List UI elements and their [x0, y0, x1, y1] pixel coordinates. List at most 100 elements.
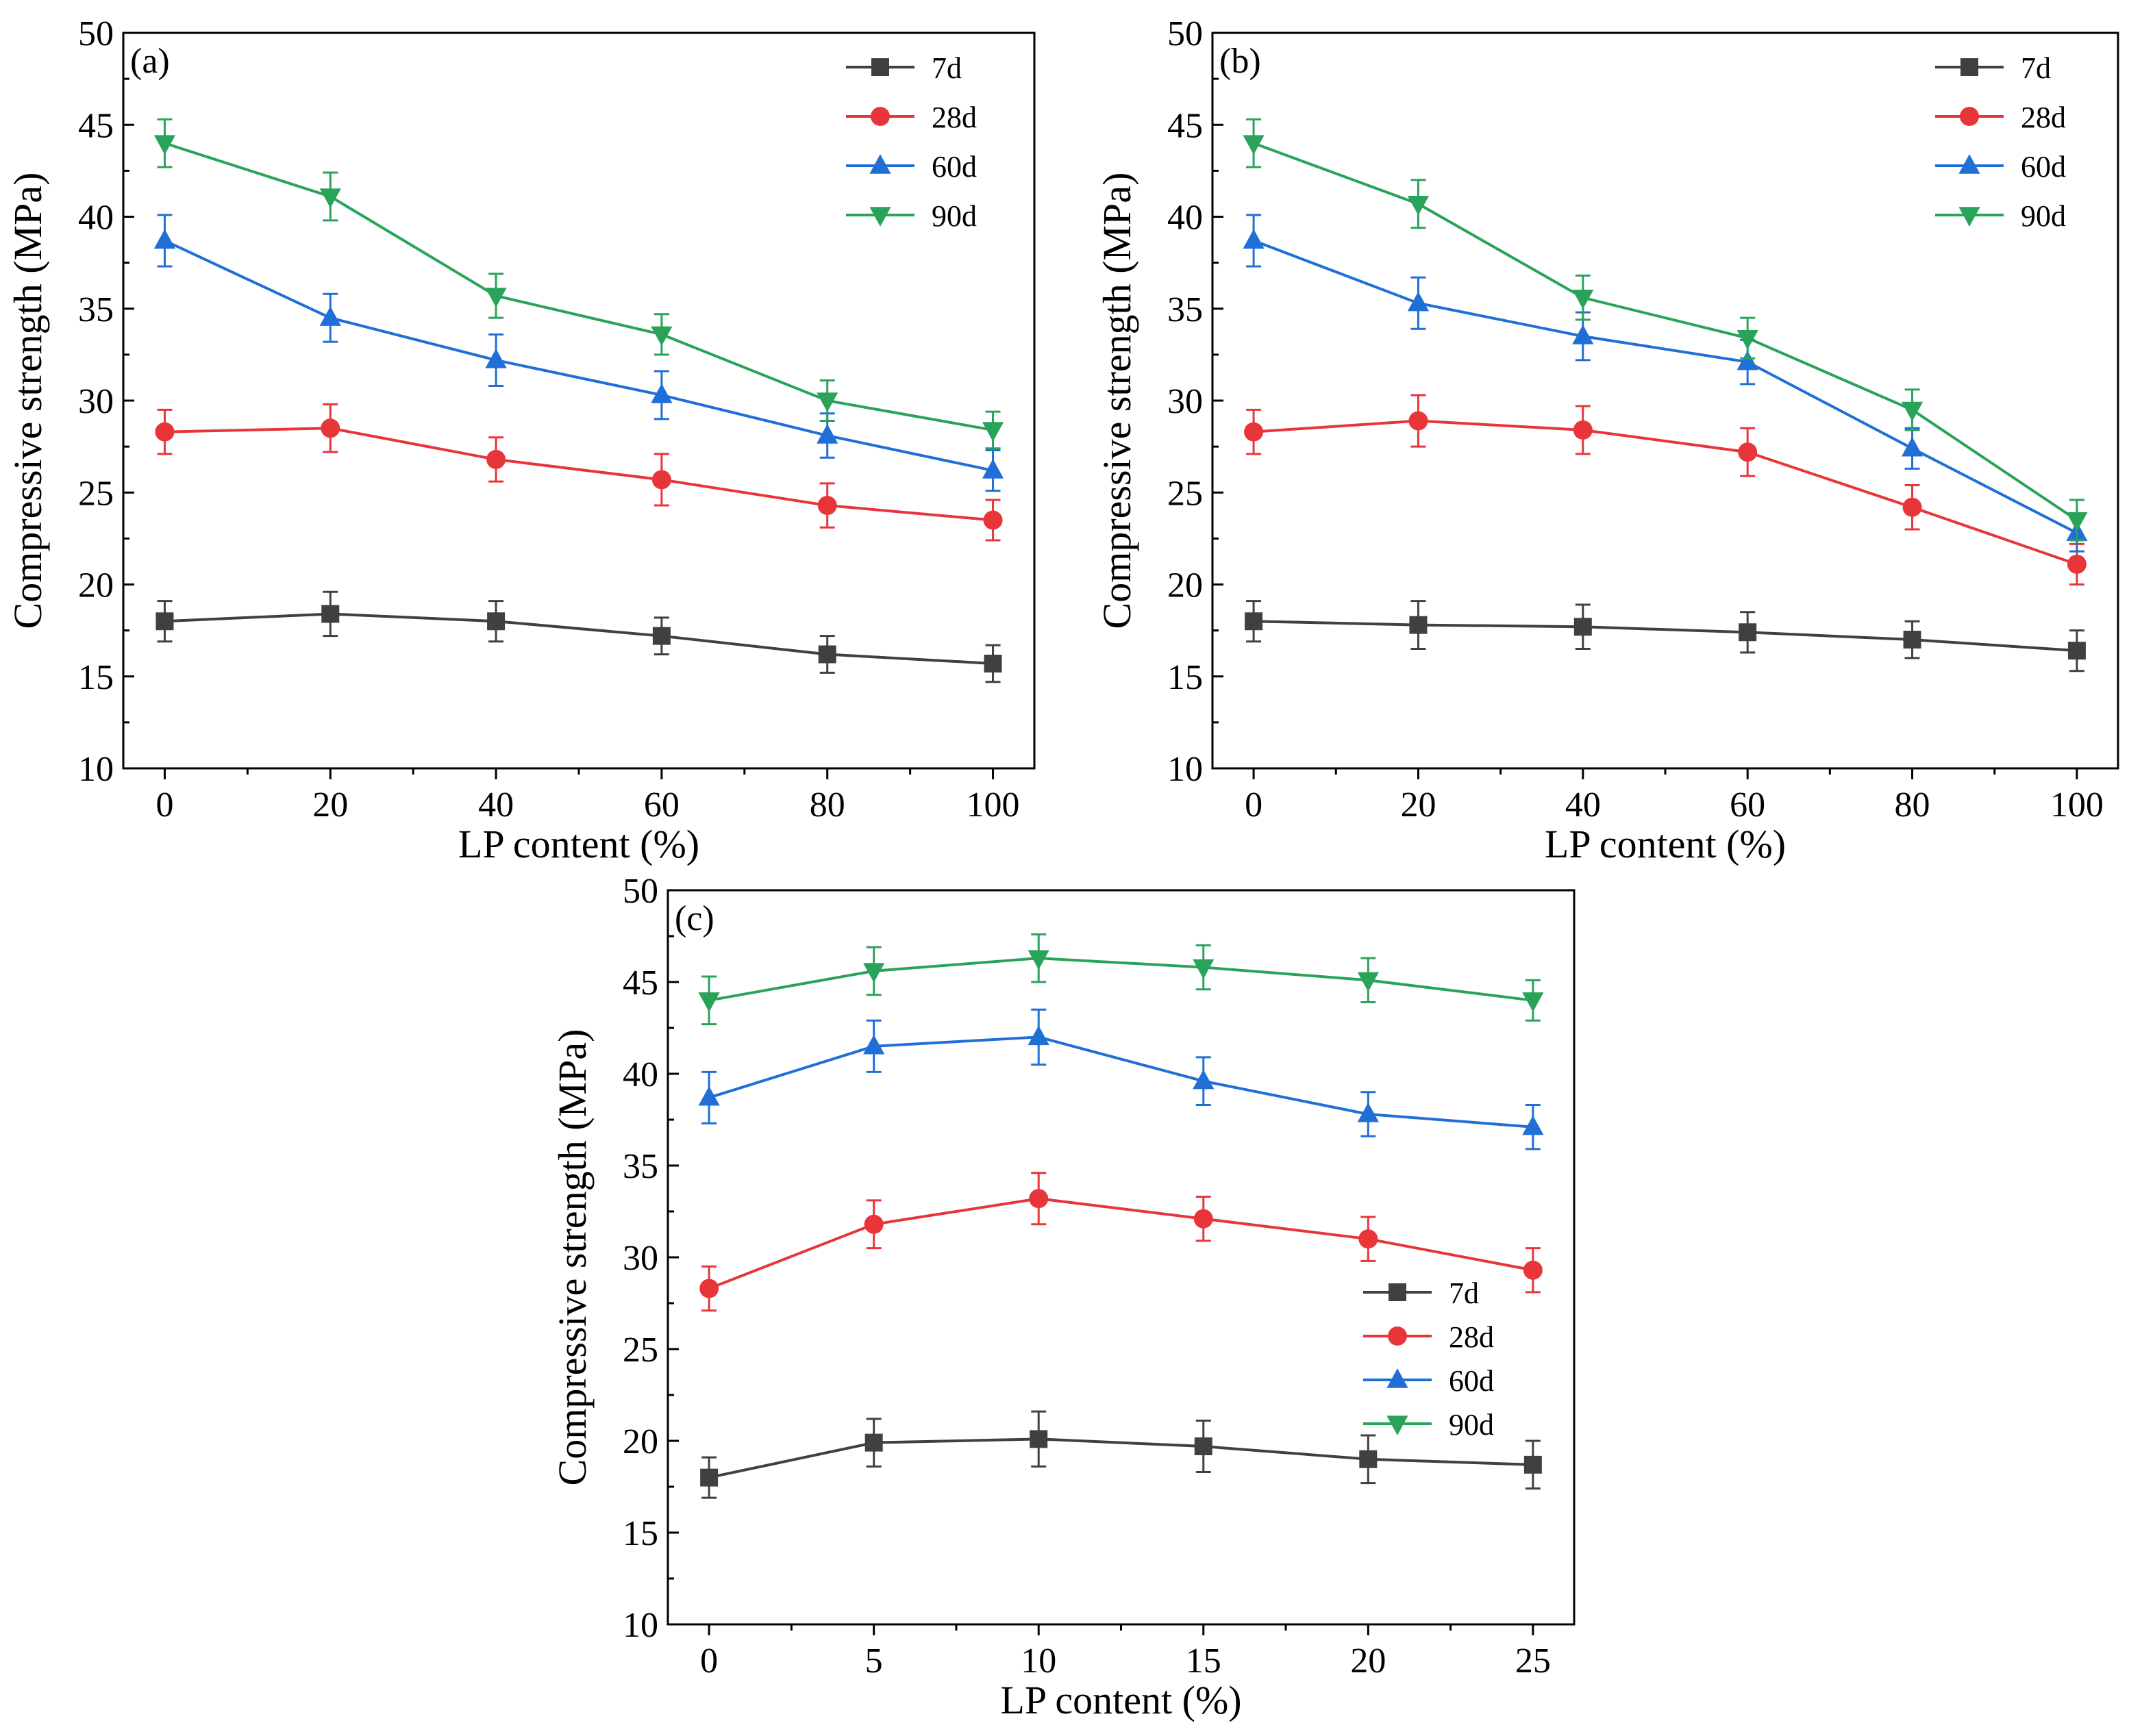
- legend-label-90d: 90d: [2021, 199, 2066, 233]
- data-point-90d: [698, 992, 720, 1012]
- legend-marker-28d: [1960, 107, 1979, 126]
- data-point-60d: [1407, 291, 1430, 312]
- legend-label-7d: 7d: [1449, 1276, 1479, 1310]
- chart-panel-b: 10 15 20 25 30 35 40 45 50 0 20 40 60 80 100 LP content…: [1095, 14, 2119, 866]
- x-tick-label: 80: [1895, 785, 1930, 825]
- data-point-90d: [153, 135, 176, 155]
- legend-label-90d: 90d: [1449, 1408, 1494, 1442]
- data-point-90d: [485, 288, 507, 307]
- x-tick-label: 0: [1245, 785, 1262, 825]
- data-point-60d: [863, 1034, 885, 1055]
- legend-marker-60d: [1958, 154, 1980, 174]
- series-90d: [698, 933, 1544, 1026]
- data-point-60d: [698, 1085, 720, 1106]
- plot-frame: [667, 889, 1576, 1626]
- legend-label-28d: 28d: [2021, 101, 2066, 134]
- data-point-90d: [1736, 330, 1758, 350]
- y-tick-label: 15: [78, 658, 114, 697]
- legend: 7d 28d 60d 90d: [1935, 51, 2066, 233]
- data-point-90d: [1901, 401, 1923, 422]
- data-point-7d: [155, 612, 174, 631]
- x-tick-label: 10: [1021, 1641, 1056, 1681]
- data-point-90d: [1193, 959, 1215, 979]
- y-tick-label: 25: [78, 474, 114, 513]
- data-point-28d: [486, 449, 506, 469]
- data-point-60d: [153, 229, 176, 249]
- x-tick-label: 20: [1400, 785, 1436, 825]
- legend-label-7d: 7d: [2021, 51, 2051, 85]
- y-tick-label: 20: [78, 566, 114, 605]
- x-tick-label: 100: [2050, 785, 2104, 825]
- series-60d: [153, 214, 1004, 492]
- data-point-90d: [1572, 289, 1594, 310]
- data-point-60d: [1572, 325, 1594, 344]
- chart-panel-a: 10 15 20 25 30 35 40 45 50 0 20 40 60 80 100 LP content…: [5, 14, 1036, 866]
- y-tick-label: 35: [1167, 290, 1203, 329]
- data-point-90d: [319, 188, 341, 208]
- data-point-28d: [1523, 1260, 1543, 1280]
- y-tick-label: 10: [623, 1606, 658, 1645]
- panel-label: (a): [130, 42, 170, 81]
- x-tick-label: 40: [1565, 785, 1601, 825]
- data-point-90d: [1243, 135, 1265, 155]
- data-point-90d: [1028, 950, 1049, 970]
- x-tick-label: 40: [478, 785, 514, 825]
- series-line-60d: [708, 1035, 1534, 1129]
- data-point-60d: [1522, 1115, 1544, 1135]
- data-point-7d: [984, 654, 1002, 672]
- legend-marker-7d: [871, 58, 889, 76]
- data-point-28d: [155, 422, 175, 442]
- legend-label-60d: 60d: [2021, 150, 2066, 184]
- series-60d: [1243, 214, 2088, 553]
- series-line-90d: [708, 957, 1534, 1002]
- data-point-7d: [1523, 1455, 1542, 1474]
- data-point-28d: [2067, 554, 2087, 574]
- y-axis-title: Compressive strength (MPa): [5, 173, 50, 629]
- x-axis-title: LP content (%): [1000, 1678, 1241, 1722]
- data-point-28d: [983, 510, 1003, 530]
- series-line-7d: [708, 1437, 1533, 1479]
- x-tick-label: 60: [1730, 785, 1765, 825]
- data-point-60d: [651, 383, 673, 403]
- data-point-7d: [487, 612, 506, 631]
- legend-marker-28d: [871, 107, 890, 126]
- series-line-28d: [708, 1197, 1534, 1290]
- y-tick-label: 50: [1167, 14, 1203, 53]
- y-tick-label: 50: [78, 14, 114, 53]
- data-point-7d: [1359, 1450, 1378, 1468]
- y-tick-label: 30: [623, 1239, 658, 1278]
- panel-label: (b): [1219, 42, 1261, 81]
- series-28d: [1244, 394, 2087, 586]
- data-point-60d: [1357, 1103, 1379, 1122]
- legend-label-60d: 60d: [1449, 1364, 1494, 1398]
- legend-label-28d: 28d: [932, 101, 977, 134]
- data-point-90d: [817, 392, 838, 412]
- data-point-90d: [651, 326, 673, 347]
- series-line-7d: [164, 612, 993, 665]
- series-28d: [155, 403, 1003, 542]
- x-tick-label: 60: [644, 785, 680, 825]
- data-point-7d: [2067, 642, 2086, 660]
- x-tick-label: 0: [700, 1641, 718, 1681]
- data-point-7d: [864, 1433, 883, 1452]
- data-point-7d: [1409, 616, 1428, 634]
- data-point-60d: [485, 349, 507, 368]
- x-tick-label: 15: [1186, 1641, 1221, 1681]
- data-point-60d: [1736, 350, 1758, 370]
- series-line-28d: [164, 427, 993, 522]
- data-point-60d: [319, 306, 341, 326]
- series-line-28d: [1253, 419, 2078, 566]
- data-point-7d: [321, 605, 340, 623]
- data-point-60d: [1901, 436, 1923, 457]
- data-point-90d: [1407, 196, 1430, 216]
- data-point-7d: [652, 627, 671, 645]
- data-point-60d: [1243, 229, 1265, 249]
- y-axis-title: Compressive strength (MPa): [1095, 173, 1139, 629]
- data-point-90d: [982, 422, 1004, 442]
- y-tick-label: 45: [623, 964, 658, 1003]
- y-tick-label: 40: [78, 199, 114, 238]
- legend-label-90d: 90d: [932, 199, 977, 233]
- legend-marker-90d: [1386, 1416, 1408, 1435]
- series-90d: [1243, 118, 2088, 542]
